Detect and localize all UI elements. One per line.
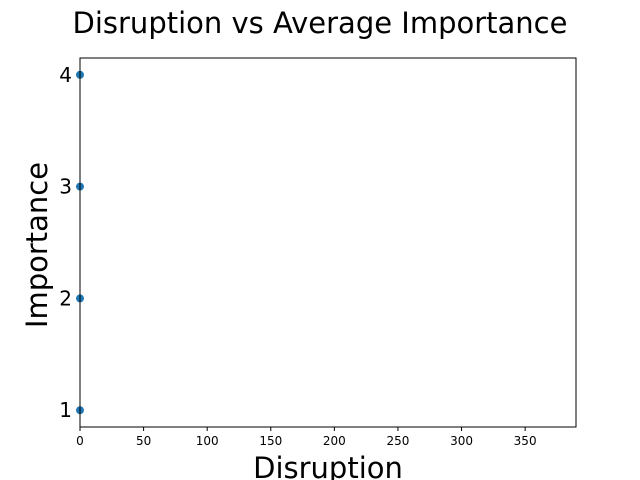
x-tick-label: 150 [259,434,282,448]
y-tick-label: 2 [59,286,72,310]
x-tick-label: 250 [386,434,409,448]
y-tick-label: 1 [59,398,72,422]
x-tick-label: 0 [76,434,84,448]
chart-title: Disruption vs Average Importance [73,6,568,40]
x-tick-label: 50 [136,434,151,448]
x-tick-label: 100 [196,434,219,448]
x-axis-ticks: 0 50 100 150 200 250 300 350 [76,427,537,448]
x-tick-label: 200 [323,434,346,448]
y-axis-label: Importance [20,162,54,328]
y-tick-label: 4 [59,63,72,87]
x-tick-label: 350 [514,434,537,448]
x-axis-label: Disruption [253,451,403,480]
plot-area-frame [79,57,577,428]
y-axis-ticks: 1 2 3 4 [59,63,80,422]
y-tick-label: 3 [59,175,72,199]
x-tick-label: 300 [450,434,473,448]
